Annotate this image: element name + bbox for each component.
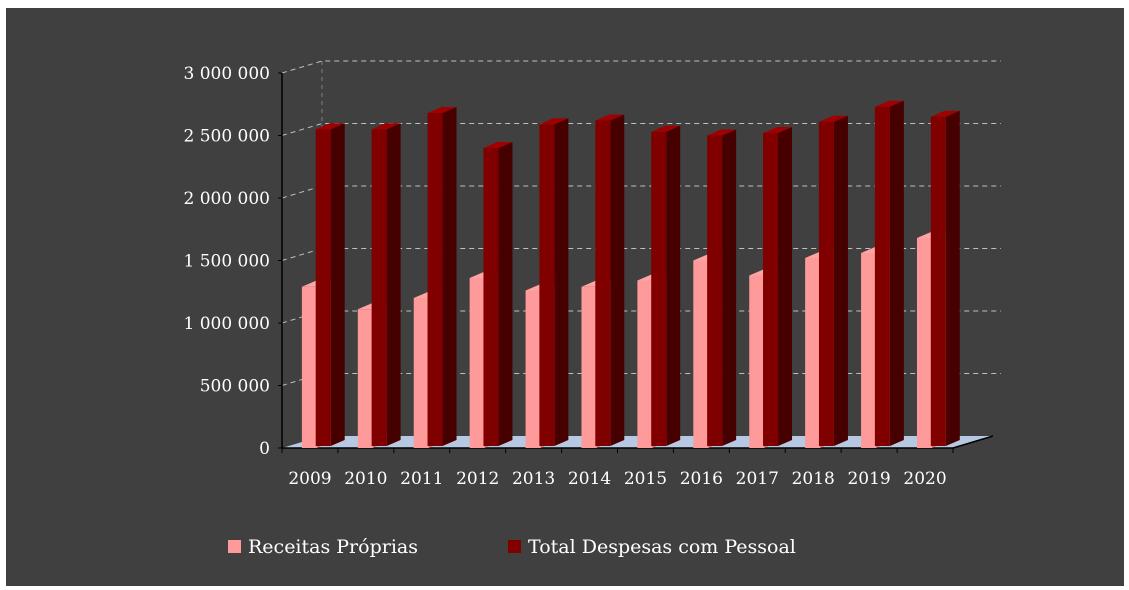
bar-front <box>749 275 765 448</box>
bar-top <box>874 100 904 107</box>
bar <box>539 118 569 446</box>
bar <box>315 123 345 446</box>
bar-front <box>637 280 653 448</box>
x-axis-depth-line <box>952 435 994 449</box>
bar-top <box>707 129 737 136</box>
bar <box>707 129 737 446</box>
gridline <box>281 123 1001 136</box>
bar-side <box>889 100 904 446</box>
y-tick-label: 2 500 000 <box>183 127 270 147</box>
bar-front <box>483 148 499 446</box>
bar-front <box>595 120 611 446</box>
legend-swatch <box>228 540 241 553</box>
bar-top <box>763 127 793 133</box>
bar-front <box>357 309 373 448</box>
chart-svg: 0 500 000 1 000 000 1 500 000 2 000 000 2 500… <box>183 60 1001 558</box>
bar-top <box>371 123 401 130</box>
bar-top <box>930 110 960 117</box>
x-tick-label: 2009 <box>288 469 331 489</box>
legend-label: Total Despesas com Pessoal <box>528 536 796 558</box>
x-tick-label: 2015 <box>624 469 667 489</box>
legend-label: Receitas Próprias <box>248 536 418 558</box>
bar-front <box>805 258 821 448</box>
gridline <box>281 310 1001 324</box>
bar <box>930 110 960 446</box>
y-tick-label: 0 <box>259 439 270 459</box>
bar-side <box>778 127 793 446</box>
bar-side <box>833 115 848 446</box>
bar-front <box>539 124 555 446</box>
bar <box>651 125 681 446</box>
bar-front <box>301 286 317 448</box>
bar-side <box>554 118 569 446</box>
bar-top <box>315 123 345 130</box>
bar-side <box>722 129 737 446</box>
bar-front <box>525 290 541 448</box>
bar <box>818 115 848 446</box>
bar-top <box>651 125 681 132</box>
gridline <box>281 373 1001 386</box>
bar <box>371 123 401 446</box>
bar-front <box>707 135 723 446</box>
y-tick-label: 3 000 000 <box>183 64 270 84</box>
bar <box>483 142 513 446</box>
bar-side <box>386 123 401 446</box>
legend-swatch <box>508 540 521 553</box>
x-tick-label: 2018 <box>792 469 835 489</box>
bar <box>595 114 625 446</box>
axis-layer <box>278 72 994 453</box>
x-tick-label: 2014 <box>568 469 611 489</box>
y-tick-label: 1 000 000 <box>183 314 270 334</box>
y-tick-label: 500 000 <box>200 377 270 397</box>
bar-side <box>498 142 513 446</box>
bars-layer <box>301 100 960 448</box>
bar <box>874 100 904 446</box>
x-tick-label: 2011 <box>400 469 443 489</box>
bar-side <box>442 107 457 446</box>
bar-top <box>595 114 625 121</box>
bar-side <box>610 114 625 446</box>
x-tick-label: 2019 <box>847 469 890 489</box>
labels-layer: 0 500 000 1 000 000 1 500 000 2 000 000 2 500… <box>183 64 946 489</box>
x-tick-label: 2016 <box>680 469 723 489</box>
bar-front <box>469 278 485 448</box>
bar-front <box>427 113 443 446</box>
bar-front <box>693 260 709 448</box>
chart-area: 0 500 000 1 000 000 1 500 000 2 000 000 2 500… <box>6 8 1124 586</box>
gridline <box>281 248 1001 261</box>
bar-front <box>371 129 387 446</box>
y-tick-label: 1 500 000 <box>183 252 270 272</box>
bar-front <box>861 253 877 448</box>
bar-side <box>330 123 345 446</box>
legend-item: Total Despesas com Pessoal <box>508 536 796 558</box>
bar <box>763 127 793 446</box>
bar-front <box>818 121 834 446</box>
bar-front <box>930 116 946 446</box>
bar-front <box>874 106 890 446</box>
x-tick-label: 2020 <box>903 469 946 489</box>
bar-top <box>483 142 513 148</box>
x-tick-label: 2017 <box>736 469 779 489</box>
x-tick-label: 2012 <box>456 469 499 489</box>
bar-front <box>315 129 331 446</box>
bar <box>427 107 457 446</box>
bar-front <box>413 298 429 448</box>
bar-front <box>916 238 932 448</box>
bar-top <box>818 115 848 122</box>
x-tick-label: 2010 <box>344 469 387 489</box>
bar-front <box>763 133 779 446</box>
bar-side <box>945 110 960 446</box>
bar-front <box>651 131 667 446</box>
bar-front <box>581 286 597 448</box>
y-tick-label: 2 000 000 <box>183 189 270 209</box>
gridline <box>281 185 1001 199</box>
x-tick-label: 2013 <box>512 469 555 489</box>
bar-top <box>539 118 569 125</box>
legend: Receitas Próprias Total Despesas com Pess… <box>228 536 796 558</box>
bar-top <box>427 107 457 113</box>
legend-item: Receitas Próprias <box>228 536 418 558</box>
gridline <box>281 60 1001 74</box>
bar-side <box>666 125 681 446</box>
